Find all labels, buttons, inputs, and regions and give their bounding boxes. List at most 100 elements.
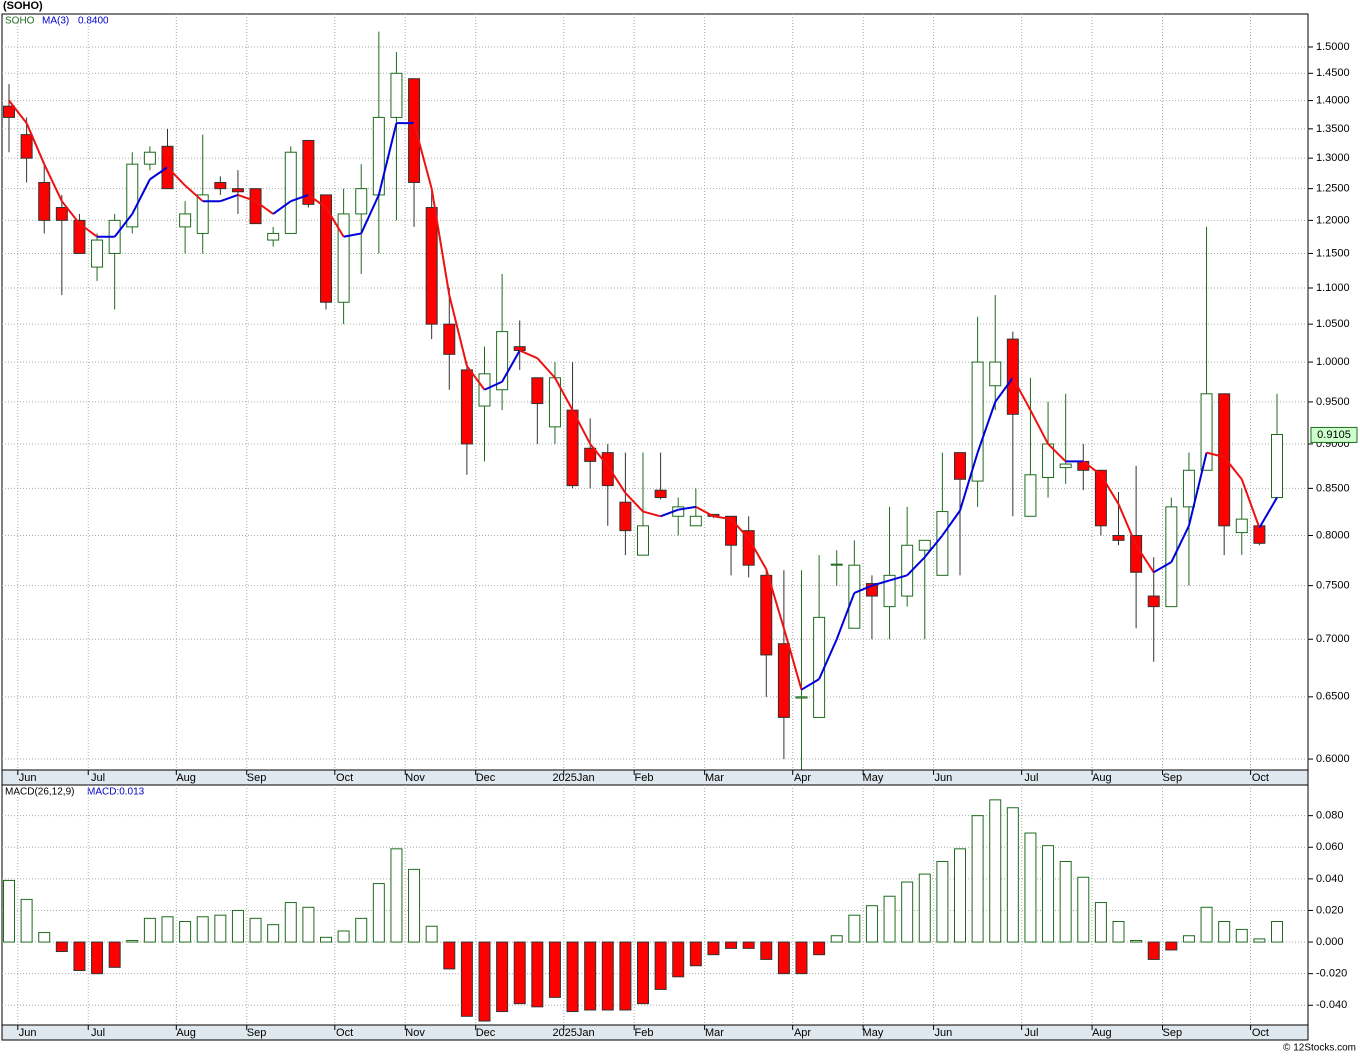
macd-bar <box>372 883 385 943</box>
ma-segment <box>624 492 644 513</box>
x-tick-label: Jul <box>1024 772 1038 784</box>
candle-body <box>1094 469 1107 527</box>
candle-body <box>143 151 156 165</box>
candle-body <box>1112 534 1125 541</box>
x-tick-label: Jun <box>19 1027 37 1039</box>
legend-symbol: SOHO <box>5 16 35 27</box>
macd-bar <box>3 879 15 943</box>
ma-segment <box>730 518 750 540</box>
macd-bar <box>390 848 403 943</box>
candle-body <box>989 361 1002 387</box>
macd-bar <box>954 848 966 943</box>
ma-segment <box>360 194 380 234</box>
ma-segment <box>554 377 574 411</box>
ma-segment <box>307 194 327 209</box>
candle-body <box>214 181 227 190</box>
y-tick-label: 1.4500 <box>1316 67 1350 79</box>
macd-bar <box>1112 921 1125 943</box>
y-tick-label: -0.020 <box>1316 968 1347 980</box>
candle-body <box>91 239 104 268</box>
macd-bar <box>214 914 227 943</box>
ma-segment <box>519 349 538 360</box>
macd-bar <box>918 873 931 943</box>
x-tick-label: Sep <box>1163 1027 1183 1039</box>
price-panel <box>1 13 1309 771</box>
x-tick-label: Sep <box>247 772 267 784</box>
y-tick-label: 1.3500 <box>1316 123 1350 135</box>
candle-body <box>425 207 438 325</box>
y-tick-label: -0.040 <box>1316 999 1347 1011</box>
ma-segment <box>1117 503 1138 546</box>
ma-segment <box>131 178 151 215</box>
macd-bar <box>531 941 544 1008</box>
ma-segment <box>8 99 28 124</box>
macd-legend: MACD(26,12,9) <box>5 787 74 798</box>
candle-body <box>601 452 614 487</box>
ma-segment <box>1206 451 1225 458</box>
ma-segment <box>1240 478 1261 529</box>
y-tick-label: 1.3000 <box>1316 152 1350 164</box>
ma-segment <box>61 200 81 225</box>
candle-body <box>355 188 368 215</box>
macd-bar <box>1182 935 1195 943</box>
x-tick-label: Jun <box>935 1027 953 1039</box>
macd-bar <box>672 941 685 978</box>
ma-segment <box>1170 525 1190 563</box>
macd-bar <box>337 930 350 943</box>
ma-segment <box>1082 460 1102 476</box>
y-tick-label: 0.060 <box>1316 841 1344 853</box>
macd-bar <box>249 917 262 943</box>
macd-bar <box>989 799 1002 943</box>
ma-segment <box>589 443 609 467</box>
macd-bar <box>883 895 896 943</box>
x-tick-label: Sep <box>1163 772 1183 784</box>
macd-bar <box>143 917 156 943</box>
month-band <box>1 1024 1309 1041</box>
x-tick-label: Sep <box>247 1027 267 1039</box>
x-tick-label: Feb <box>635 1027 654 1039</box>
ma-segment <box>941 510 961 537</box>
x-tick-label: May <box>863 1027 884 1039</box>
macd-bar <box>566 941 579 1013</box>
x-tick-label: Dec <box>476 772 496 784</box>
ma-segment <box>765 568 785 629</box>
ma-segment <box>430 188 451 296</box>
ma-segment <box>484 380 503 391</box>
ma-segment <box>1223 456 1243 480</box>
macd-bar <box>284 902 297 943</box>
candle-body <box>954 452 966 480</box>
y-tick-label: 0.9500 <box>1316 396 1350 408</box>
macd-bar <box>777 941 790 975</box>
ma-segment <box>1187 452 1208 527</box>
ma-segment <box>1153 561 1172 574</box>
candle-body <box>865 583 878 597</box>
ma-segment <box>43 163 63 202</box>
x-tick-label: Aug <box>176 772 196 784</box>
x-tick-label: Jul <box>1024 1027 1038 1039</box>
candle-body <box>813 616 826 718</box>
macd-bar <box>38 932 51 943</box>
macd-bar <box>355 917 368 943</box>
ma-segment <box>254 200 274 215</box>
ma-segment <box>1135 544 1155 573</box>
macd-bar <box>760 941 773 960</box>
y-tick-label: 0.7000 <box>1316 633 1350 645</box>
candle-body <box>795 696 808 699</box>
y-tick-label: 1.1000 <box>1316 282 1350 294</box>
ma-segment <box>924 534 944 558</box>
candle-body <box>390 72 403 118</box>
macd-bar <box>1218 921 1231 943</box>
ma-segment <box>695 505 714 518</box>
ma-segment <box>1029 409 1049 445</box>
candle-body <box>830 563 843 566</box>
ma-segment <box>571 409 592 445</box>
x-tick-label: Jun <box>19 772 37 784</box>
ma-segment <box>466 365 486 391</box>
macd-bar <box>231 909 244 943</box>
ma-segment <box>906 556 926 577</box>
ma-segment <box>377 122 398 196</box>
macd-bar <box>865 905 878 943</box>
ma-segment <box>818 638 838 680</box>
month-band <box>1 769 1309 786</box>
candle-body <box>496 331 509 391</box>
